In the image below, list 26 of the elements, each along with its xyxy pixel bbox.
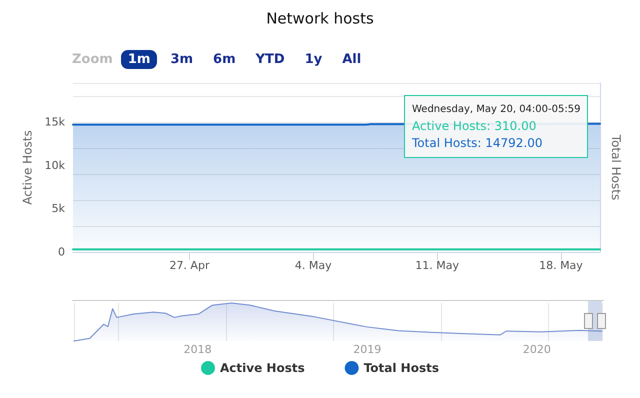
x-tick-label: 2018: [184, 343, 212, 356]
x-tick-label: 2020: [522, 343, 551, 356]
annotation: Active Hosts: 310.00: [412, 118, 538, 135]
text: 1m: [120, 50, 158, 69]
x-tick-label: 2019: [353, 343, 382, 356]
annotation: Total Hosts: 14792.00: [412, 135, 544, 152]
x-tick-label: 11. May: [415, 259, 460, 272]
chart-title: Network hosts: [266, 10, 374, 28]
legend-label: Total Hosts: [364, 361, 439, 375]
text: Zoom: [72, 52, 113, 67]
y-axis-title: Active Hosts: [20, 130, 35, 205]
y-tick-label: 15k: [44, 116, 66, 128]
y-tick-label: 10k: [44, 158, 66, 172]
x-tick-label: 18. May: [539, 259, 584, 272]
text: 3m: [169, 51, 194, 69]
text: 1y: [304, 51, 324, 69]
x-tick-label: 27. Apr: [169, 259, 210, 272]
x-tick-label: 4. May: [294, 259, 332, 272]
text: 6m: [212, 51, 237, 69]
y2-axis-title: Total Hosts: [609, 134, 623, 200]
y-tick-label: 5k: [52, 202, 66, 216]
text: YTD: [254, 51, 286, 69]
annotation: Wednesday, May 20, 04:00-05:59: [412, 103, 580, 117]
text: All: [341, 51, 362, 69]
legend-label: Active Hosts: [220, 361, 305, 375]
y-tick-label: 0: [58, 246, 65, 258]
